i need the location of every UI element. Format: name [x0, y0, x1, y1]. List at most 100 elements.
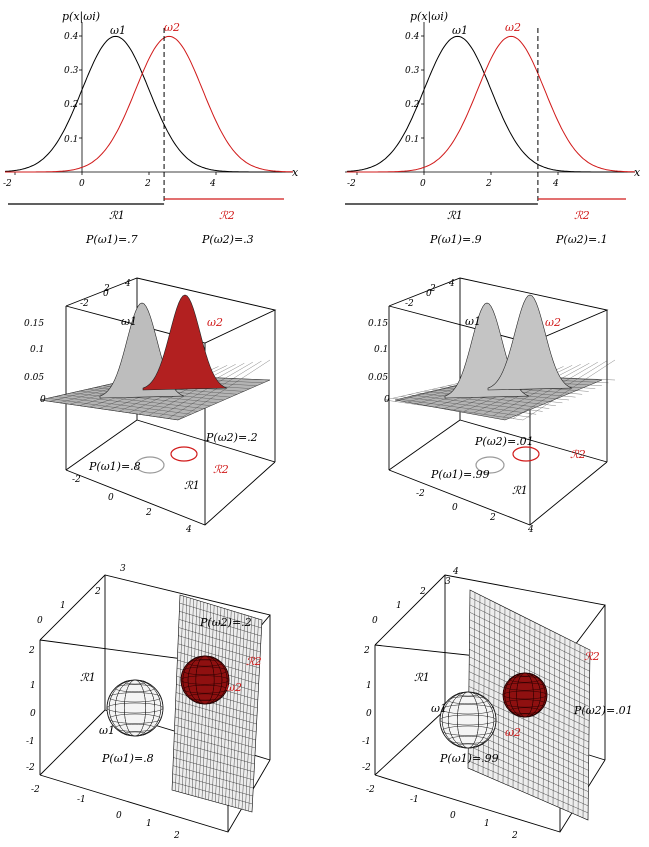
x-tick-label: 1	[484, 819, 490, 829]
y-tick-label: 4	[124, 279, 131, 289]
mesh-line	[424, 390, 556, 406]
class2-label: ω2	[207, 316, 223, 329]
x-tick-label: 4	[552, 179, 559, 189]
x-tick-label: -2	[347, 179, 356, 189]
x-tick-label: 2	[144, 179, 151, 189]
x-tick-label: 0	[420, 179, 426, 189]
z-tick-label: 0.15	[368, 319, 388, 329]
sphere-parallel	[504, 699, 546, 708]
y-tick-label: 1	[396, 601, 402, 611]
class2-density-curve	[5, 35, 294, 173]
mesh-line	[392, 398, 530, 418]
class1-label: ω1	[121, 315, 137, 328]
x-tick-label: 2	[489, 513, 496, 523]
panel-2d-left: 0.15 0.1 0.05 0 -2 0 2 4 -2 0 2 4 ω1 ω2 …	[24, 277, 277, 535]
class2-surface-peak	[487, 294, 573, 391]
region2-label: ℛ2	[570, 448, 586, 461]
z-tick-label: -1	[362, 737, 371, 747]
y-tick-label: 0.2	[64, 100, 79, 110]
x-tick-label: 1	[146, 819, 152, 829]
z-tick-label: 2	[363, 646, 370, 656]
sphere-parallel	[114, 723, 156, 732]
plane-grid-line	[468, 745, 589, 799]
prior1-label: P(ω1)=.8	[88, 460, 141, 473]
plane-grid-line	[468, 760, 589, 814]
prior2-label: P(ω2)=.01	[573, 704, 633, 717]
x-tick-label: -2	[366, 785, 375, 795]
mesh-line	[416, 392, 550, 409]
sphere-parallel	[439, 714, 497, 726]
tick-marks	[356, 35, 559, 175]
plane-grid-line	[468, 738, 589, 792]
mesh-line	[493, 363, 590, 416]
panel-2d-right: 0.15 0.1 0.05 0 -2 0 2 4 -2 0 2 4 ω1 ω2 …	[368, 277, 616, 535]
bounding-box	[65, 277, 277, 526]
y-tick-label: 0	[372, 616, 378, 626]
class1-sphere	[439, 691, 497, 749]
class1-contour	[475, 456, 505, 474]
class2-density-curve	[346, 35, 636, 173]
class2-contour	[512, 446, 540, 462]
z-tick-label: 0.05	[24, 373, 44, 383]
plane-grid-line	[241, 616, 252, 810]
y-tick-label: 4	[452, 567, 459, 577]
y-tick-label: 0	[426, 289, 432, 299]
prior1-label: P(ω1)=.7	[85, 233, 138, 246]
class1-label: ω1	[452, 24, 468, 37]
sphere-parallel	[447, 735, 489, 744]
mesh-line	[522, 359, 616, 421]
sphere-parallel	[124, 731, 146, 737]
mesh-line	[158, 362, 253, 418]
region1-label: ℛ1	[80, 671, 96, 684]
region2-label: ℛ2	[213, 463, 229, 476]
x-tick-label: -2	[72, 475, 81, 485]
z-tick-label: 0	[40, 395, 46, 405]
class2-sphere	[180, 655, 230, 705]
mesh-line	[79, 390, 211, 406]
z-tick-label: 0.1	[374, 345, 388, 355]
plane-grid-line	[172, 765, 254, 789]
sphere-parallel	[108, 713, 162, 724]
sphere-parallel	[502, 690, 548, 700]
y-tick-label: 2	[94, 587, 101, 597]
x-tick-label: 4	[185, 525, 192, 535]
x-tick-label: 0	[116, 811, 122, 821]
x-tick-label: 0	[79, 179, 85, 189]
plane-grid-line	[172, 773, 253, 797]
class2-label: ω2	[226, 681, 242, 694]
sphere-parallel	[516, 713, 534, 718]
class2-surface-peak	[142, 294, 228, 391]
plane-grid-line	[172, 781, 253, 805]
prior2-label: P(ω2)=.01	[474, 435, 534, 448]
class1-label: ω1	[99, 724, 115, 737]
y-tick-label: 0.1	[64, 135, 78, 145]
sphere-parallel	[182, 684, 228, 694]
z-tick-label: 1	[30, 681, 36, 691]
region2-label: ℛ2	[246, 655, 262, 668]
y-tick-label: 0.4	[405, 32, 420, 42]
z-tick-label: 0	[366, 709, 372, 719]
x-axis-label: x	[634, 166, 641, 179]
region1-label: ℛ1	[447, 209, 463, 222]
prior2-label: P(ω2)=.2	[199, 616, 252, 629]
mesh-line	[47, 398, 185, 418]
x-tick-label: 0	[452, 503, 458, 513]
prior2-label: P(ω2)=.1	[555, 233, 608, 246]
y-tick-label: 2	[429, 284, 436, 294]
sphere-parallel	[457, 743, 479, 749]
y-axis-label: p(x|ωi)	[410, 10, 448, 24]
prior1-label: P(ω1)=.99	[430, 468, 490, 481]
panel-3d-right: 2 1 0 -1 -2 0 1 2 3 4 -2 -1 0 1 2 ℛ1 ℛ2 …	[362, 567, 633, 841]
mesh-line	[71, 392, 205, 409]
x-tick-label: 2	[173, 831, 180, 841]
x-tick-label: -2	[31, 785, 40, 795]
prior1-label: P(ω1)=.8	[101, 752, 154, 765]
class2-contour	[170, 446, 198, 462]
region1-label: ℛ1	[184, 479, 200, 492]
y-tick-label: 3	[120, 564, 126, 574]
z-tick-label: -2	[26, 763, 35, 773]
panel-1d-right: -2 0 2 4 0.1 0.2 0.3 0.4 x p(x|ωi) ω1 ω2…	[345, 10, 641, 246]
y-tick-label: 1	[60, 601, 66, 611]
x-tick-label: 2	[485, 179, 492, 189]
class2-label: ω2	[505, 726, 521, 739]
